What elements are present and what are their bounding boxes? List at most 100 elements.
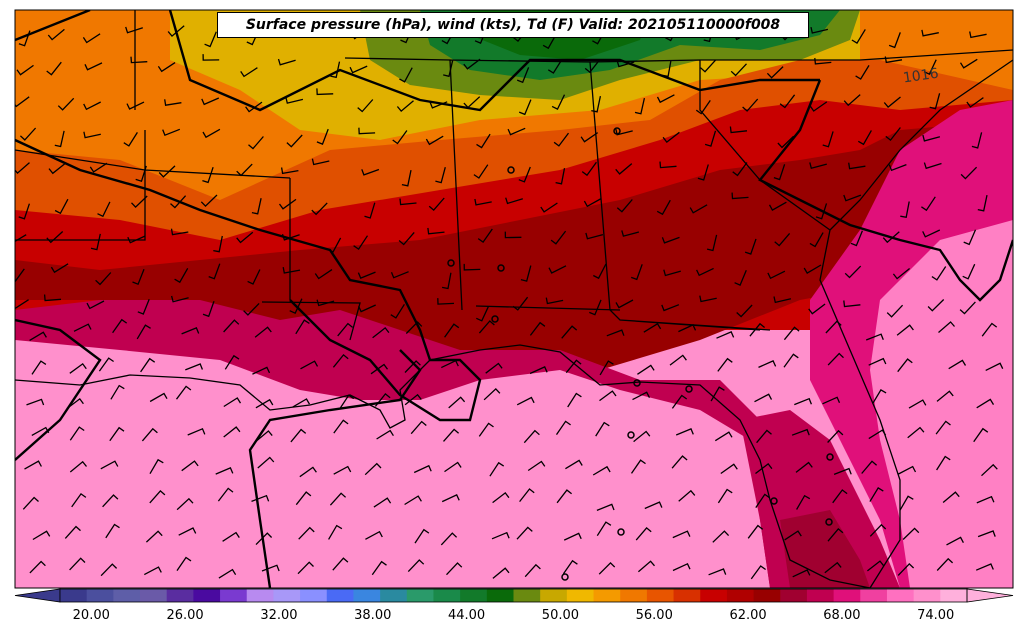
wind-barb [563, 532, 582, 541]
wind-barb [83, 101, 101, 111]
wind-barb [396, 100, 414, 113]
colorbar-cell [220, 589, 248, 602]
wind-barb [886, 304, 904, 318]
wind-barb [332, 353, 349, 368]
colorbar-cell [193, 589, 221, 602]
colorbar-cell [460, 589, 488, 602]
wind-barb [251, 494, 270, 503]
wind-barb [595, 421, 610, 437]
wind-barb [483, 387, 501, 401]
wind-barb [717, 488, 733, 504]
wind-barb [927, 299, 945, 312]
wind-barb [844, 265, 862, 279]
wind-barb [792, 569, 811, 578]
wind-barb [661, 236, 680, 244]
wind-barb [251, 198, 262, 215]
wind-barb [960, 166, 978, 180]
wind-barb [130, 56, 148, 64]
wind-barb [404, 360, 421, 373]
wind-barb [204, 31, 217, 48]
wind-barb [902, 527, 920, 540]
wind-barb [672, 562, 691, 572]
wind-barb [295, 319, 310, 335]
colorbar-cell [780, 589, 808, 602]
wind-barb [329, 492, 347, 506]
station-marker [770, 497, 778, 505]
colorbar-tick-label: 32.00 [260, 608, 298, 623]
wind-barb [443, 60, 454, 78]
wind-barb [69, 557, 86, 571]
wind-barb [773, 164, 786, 181]
wind-barb [372, 326, 390, 339]
wind-barb [630, 264, 643, 281]
wind-barb [100, 460, 119, 470]
wind-barb [712, 530, 730, 543]
station-marker [617, 528, 625, 536]
wind-barb [463, 58, 481, 70]
wind-barb [734, 270, 747, 286]
wind-barb [981, 463, 998, 477]
wind-barb [69, 362, 87, 374]
wind-barb [592, 465, 611, 476]
wind-barb [18, 203, 31, 220]
wind-barb [444, 323, 460, 338]
wind-barb [749, 322, 766, 337]
wind-barb [892, 267, 911, 280]
wind-barb [977, 530, 996, 538]
wind-barb [942, 491, 960, 503]
wind-barb [656, 199, 671, 216]
wind-barb [247, 269, 261, 285]
wind-barb [529, 321, 546, 336]
wind-barb [777, 135, 795, 149]
colorbar-cell [700, 589, 728, 602]
wind-barb [621, 230, 640, 237]
colorbar-cell [60, 589, 88, 602]
wind-barb [364, 462, 382, 476]
colorbar-tick-label: 44.00 [447, 608, 486, 623]
wind-barb [374, 392, 391, 407]
wind-barb [729, 126, 748, 134]
wind-barb [71, 492, 87, 508]
wind-barb [810, 26, 829, 34]
colorbar-cell [86, 589, 114, 602]
wind-barb [635, 526, 652, 541]
wind-barb [565, 459, 583, 470]
gulf-light-pink [15, 340, 770, 588]
wind-barb [57, 97, 75, 111]
wind-barb [827, 429, 844, 443]
wind-barb [767, 270, 786, 280]
wind-barb [404, 495, 422, 506]
wind-barb [365, 530, 383, 540]
wind-barb [476, 133, 491, 149]
wind-barb [948, 359, 967, 370]
wind-barb [290, 428, 307, 443]
station-marker [497, 264, 505, 272]
wind-barb [643, 322, 662, 333]
colorbar-cell [566, 589, 595, 602]
wind-barb [32, 530, 51, 541]
wind-barb [327, 237, 342, 253]
wind-barb [392, 130, 408, 145]
colorbar-cell [113, 589, 141, 602]
colorbar-cell [353, 589, 381, 602]
wind-barb [157, 62, 176, 73]
wind-barb [850, 230, 864, 247]
colorbar-tick-label: 74.00 [917, 608, 955, 623]
colorbar-tick-label: 50.00 [541, 608, 580, 623]
wind-barb [959, 301, 976, 315]
colorbar-cell [433, 589, 461, 602]
wind-barb [15, 162, 30, 175]
wind-barb [783, 353, 799, 368]
wind-barb [634, 97, 646, 115]
wind-barb [298, 526, 315, 540]
wind-barb [448, 396, 466, 409]
wind-barb [443, 428, 460, 442]
wind-barb [292, 398, 311, 408]
wind-barb [441, 494, 460, 503]
wind-barb [54, 130, 65, 148]
wind-barb [441, 272, 452, 290]
wind-barb [754, 393, 773, 403]
wind-barb [31, 426, 50, 436]
wind-barb [390, 271, 409, 279]
wind-barb [908, 399, 927, 409]
